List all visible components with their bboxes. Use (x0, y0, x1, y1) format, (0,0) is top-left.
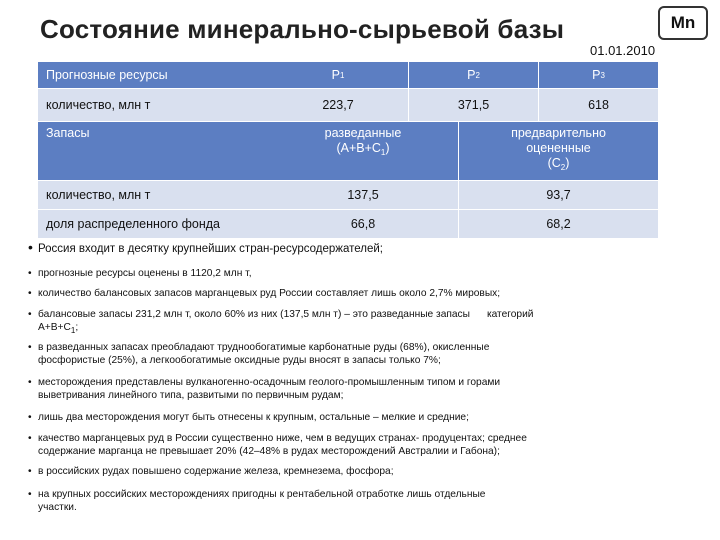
element-badge: Mn (658, 6, 708, 40)
list-item: • в российских рудах повышено содержание… (28, 466, 394, 477)
value-explored: 66,8 (350, 217, 376, 231)
table-row-reserves-header: Запасы разведанные (A+B+C1) предваритель… (38, 122, 658, 180)
bullet-marker: • (28, 268, 32, 279)
value-p3: 618 (538, 89, 658, 121)
table-row-forecast-values: количество, млн т 223,7 371,5 618 (38, 89, 658, 121)
row-label: количество, млн т (46, 98, 151, 112)
bullet-marker: • (28, 412, 32, 423)
value-estimated: 93,7 (458, 181, 658, 209)
bullet-marker: • (28, 377, 32, 388)
value-p2: 371,5 (408, 89, 538, 121)
row-label: доля распределенного фонда (46, 217, 220, 231)
bullet-marker: • (28, 342, 32, 353)
header-estimated: предварительно оцененные (C2) (458, 122, 658, 180)
bullet-marker: • (28, 239, 33, 255)
list-item: • месторождения представлены вулканогенн… (28, 377, 501, 401)
row-label: Запасы (46, 126, 90, 140)
bullet-marker: • (28, 466, 32, 477)
value-estimated: 68,2 (458, 210, 658, 238)
bullet-marker: • (28, 433, 32, 444)
row-label: количество, млн т (46, 188, 151, 202)
list-item: • балансовые запасы 231,2 млн т, около 6… (28, 309, 534, 335)
table-row-distributed-share: доля распределенного фонда 66,8 68,2 (38, 210, 658, 238)
list-item: • прогнозные ресурсы оценены в 1120,2 мл… (28, 268, 252, 279)
list-item: • Россия входит в десятку крупнейших стр… (28, 239, 383, 255)
list-item: • количество балансовых запасов марганце… (28, 288, 501, 299)
table-row-reserves-quantity: количество, млн т 137,5 93,7 (38, 181, 658, 209)
bullet-marker: • (28, 489, 32, 500)
list-item: • на крупных российских месторождениях п… (28, 489, 486, 513)
bullet-marker: • (28, 288, 32, 299)
bullet-marker: • (28, 309, 32, 320)
value-explored: 137,5 (347, 188, 379, 202)
report-date: 01.01.2010 (590, 43, 656, 58)
list-item: • в разведанных запасах преобладают труд… (28, 342, 490, 366)
row-label: Прогнозные ресурсы (46, 68, 168, 82)
page-title: Состояние минерально-сырьевой базы (40, 14, 565, 44)
list-item: • качество марганцевых руд в России суще… (28, 433, 527, 457)
header-explored: разведанные (A+B+C1) (324, 126, 402, 157)
list-item: • лишь два месторождения могут быть отне… (28, 412, 469, 423)
value-p1: 223,7 (322, 98, 354, 112)
